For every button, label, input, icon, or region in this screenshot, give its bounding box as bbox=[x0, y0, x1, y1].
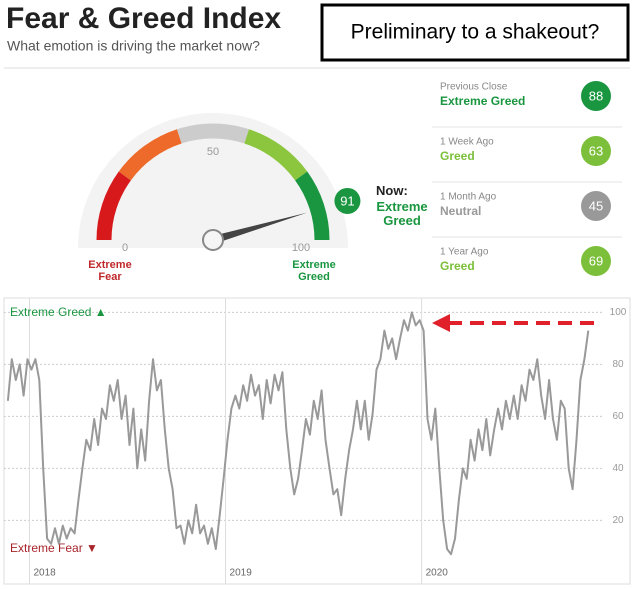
history-value: 45 bbox=[589, 198, 603, 213]
gauge-max-label: Extreme Greed bbox=[292, 259, 336, 283]
y-tick-label: 100 bbox=[610, 307, 627, 318]
history-circle bbox=[581, 136, 611, 166]
fear-label: Extreme Fear ▼ bbox=[10, 541, 98, 555]
history-label: 1 Month Ago bbox=[440, 192, 497, 203]
history-value: 69 bbox=[589, 253, 603, 268]
history-status: Greed bbox=[440, 259, 475, 273]
history-circle bbox=[581, 81, 611, 111]
x-tick-label: 2018 bbox=[33, 568, 56, 579]
history-circle bbox=[581, 246, 611, 276]
history-value: 63 bbox=[589, 143, 603, 158]
gauge-arc bbox=[244, 129, 308, 181]
gauge-arc bbox=[294, 171, 330, 241]
y-tick-label: 80 bbox=[612, 359, 624, 370]
gauge-tick-label: 0 bbox=[122, 242, 128, 254]
x-tick-label: 2019 bbox=[230, 568, 253, 579]
gauge-min-label: Extreme Fear bbox=[88, 259, 132, 283]
now-status: Extreme Greed bbox=[376, 199, 428, 228]
history-status: Extreme Greed bbox=[440, 94, 525, 108]
history-label: 1 Week Ago bbox=[440, 137, 494, 148]
y-tick-label: 40 bbox=[612, 463, 624, 474]
history-value: 88 bbox=[589, 88, 603, 103]
now-label: Now: bbox=[376, 183, 408, 198]
gauge-needle bbox=[211, 212, 308, 244]
gauge-tick-label: 50 bbox=[207, 146, 219, 158]
history-status: Greed bbox=[440, 149, 475, 163]
annotation: Preliminary to a shakeout? bbox=[351, 21, 600, 44]
history-label: Previous Close bbox=[440, 82, 508, 93]
gauge-value: 91 bbox=[340, 193, 354, 208]
title: Fear & Greed Index bbox=[6, 2, 281, 35]
y-tick-label: 60 bbox=[612, 411, 624, 422]
x-tick-label: 2020 bbox=[426, 568, 449, 579]
history-status: Neutral bbox=[440, 204, 481, 218]
chart-frame bbox=[3, 297, 631, 585]
gauge-arc bbox=[96, 171, 132, 241]
subtitle: What emotion is driving the market now? bbox=[7, 38, 260, 54]
greed-label: Extreme Greed ▲ bbox=[10, 305, 107, 319]
gauge-bubble bbox=[334, 187, 361, 214]
gauge-tick-label: 100 bbox=[292, 242, 310, 254]
gauge-arc bbox=[118, 129, 182, 181]
arrow-head bbox=[432, 314, 450, 332]
history-circle bbox=[581, 191, 611, 221]
history-label: 1 Year Ago bbox=[440, 247, 489, 258]
gauge-pivot bbox=[202, 229, 224, 251]
annotation-box bbox=[320, 3, 630, 62]
y-tick-label: 20 bbox=[612, 515, 624, 526]
gauge-arc bbox=[177, 123, 249, 144]
series-line bbox=[6, 311, 590, 556]
